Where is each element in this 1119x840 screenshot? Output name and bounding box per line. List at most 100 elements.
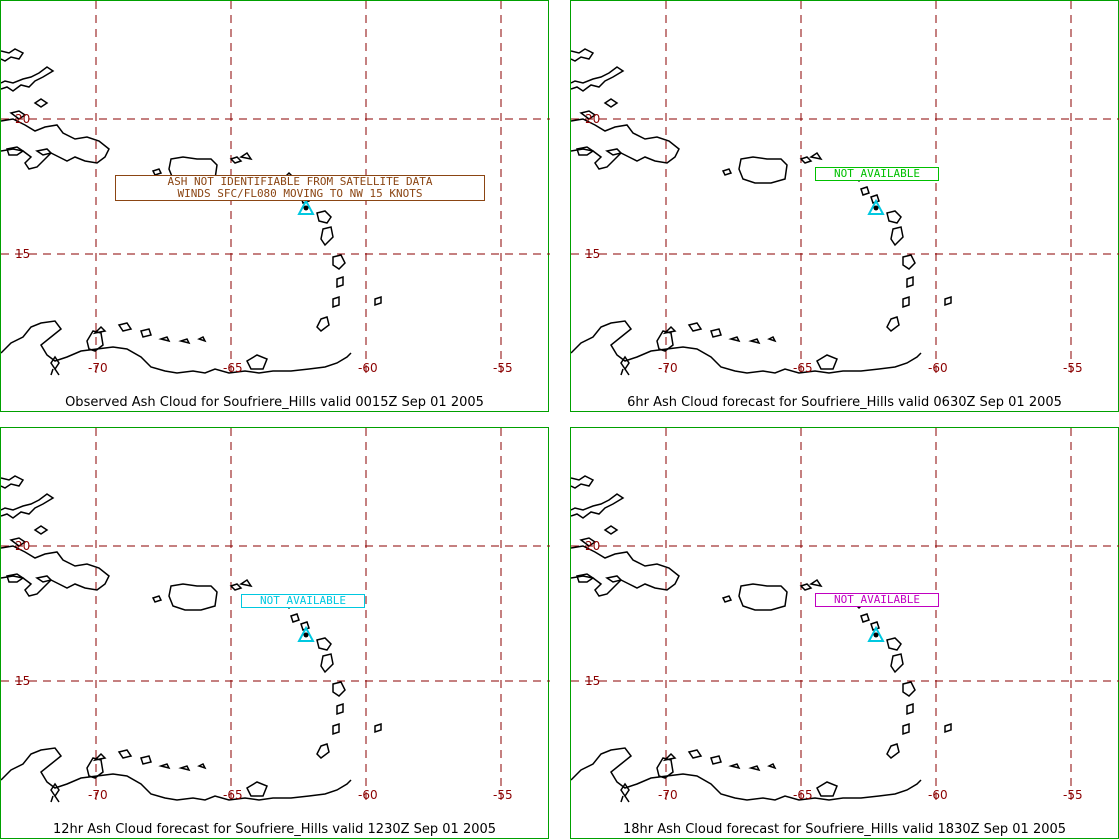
coastline bbox=[576, 573, 595, 583]
longitude-label: -70 bbox=[88, 788, 108, 802]
coastline bbox=[767, 335, 777, 343]
volcano-marker-icon bbox=[867, 198, 885, 215]
coastline bbox=[320, 226, 334, 247]
ash-advisory-note-line: NOT AVAILABLE bbox=[833, 167, 921, 180]
latitude-label: 20 bbox=[585, 112, 600, 126]
volcano-location-dot bbox=[873, 205, 879, 211]
coastline bbox=[374, 295, 382, 307]
latitude-label: 20 bbox=[15, 112, 30, 126]
coastline bbox=[748, 338, 761, 345]
coastline bbox=[151, 595, 163, 603]
volcano-location-dot bbox=[873, 632, 879, 638]
coastline bbox=[603, 98, 619, 108]
coastline bbox=[870, 621, 880, 631]
coastline bbox=[944, 295, 952, 307]
coastline bbox=[50, 355, 60, 371]
map-canvas: 20 15 -70 -65 -60 -55 bbox=[571, 1, 1119, 377]
coastline bbox=[579, 537, 597, 547]
map-canvas: 20 15 -70 -65 -60 -55 bbox=[1, 1, 550, 377]
latitude-label: 20 bbox=[585, 539, 600, 553]
coastline bbox=[178, 765, 191, 772]
coastline bbox=[620, 368, 630, 376]
coastline bbox=[738, 583, 788, 611]
longitude-label: -70 bbox=[88, 361, 108, 375]
coastline bbox=[9, 110, 27, 120]
coastline bbox=[239, 151, 253, 161]
coastline bbox=[571, 747, 922, 801]
longitude-label: -60 bbox=[928, 788, 948, 802]
coastline bbox=[320, 653, 334, 674]
coastline bbox=[316, 210, 332, 224]
coastline bbox=[168, 583, 218, 611]
coastline bbox=[1, 320, 352, 374]
coastline bbox=[816, 354, 838, 370]
coastline bbox=[620, 355, 630, 371]
coastline bbox=[576, 146, 595, 156]
coastline bbox=[799, 156, 813, 164]
panel-caption: 18hr Ash Cloud forecast for Soufriere_Hi… bbox=[622, 822, 1067, 837]
coastline bbox=[140, 755, 152, 765]
coastline bbox=[728, 763, 741, 770]
map-canvas: 20 15 -70 -65 -60 -55 bbox=[571, 428, 1119, 804]
ash-advisory-note: NOT AVAILABLE bbox=[815, 167, 939, 181]
coastline bbox=[1, 493, 55, 519]
volcano-marker-icon bbox=[297, 625, 315, 642]
latitude-label: 20 bbox=[15, 539, 30, 553]
coastline bbox=[239, 578, 253, 588]
panel-caption: 6hr Ash Cloud forecast for Soufriere_Hil… bbox=[627, 395, 1062, 410]
map-panel-18hr: 20 15 -70 -65 -60 -55 NOT AVAILABLE 18hr Ash Cl… bbox=[570, 427, 1119, 839]
coastline bbox=[316, 316, 330, 332]
coastline bbox=[6, 573, 25, 583]
coastline bbox=[92, 325, 107, 335]
coastline bbox=[1, 66, 55, 92]
coastline bbox=[374, 722, 382, 734]
coastline bbox=[229, 583, 243, 591]
coastline bbox=[767, 762, 777, 770]
coastline bbox=[902, 681, 916, 697]
coastline bbox=[748, 765, 761, 772]
coastline bbox=[721, 168, 733, 176]
coastline bbox=[799, 583, 813, 591]
coastline bbox=[336, 275, 344, 289]
coastline bbox=[860, 186, 870, 196]
panel-caption: Observed Ash Cloud for Soufriere_Hills v… bbox=[65, 395, 484, 410]
longitude-label: -60 bbox=[928, 361, 948, 375]
coastline bbox=[35, 575, 53, 583]
coastline bbox=[710, 328, 722, 338]
coastline bbox=[50, 782, 60, 798]
coastline bbox=[1, 118, 110, 170]
coastline bbox=[229, 156, 243, 164]
coastline bbox=[906, 702, 914, 716]
coastline bbox=[738, 156, 788, 184]
coastline bbox=[656, 757, 674, 779]
volcano-location-dot bbox=[303, 205, 309, 211]
coastline bbox=[151, 168, 163, 176]
coastline bbox=[728, 336, 741, 343]
coastline bbox=[332, 722, 340, 736]
volcano-location-dot bbox=[303, 632, 309, 638]
coastline bbox=[197, 762, 207, 770]
longitude-label: -55 bbox=[493, 788, 513, 802]
coastline bbox=[886, 637, 902, 651]
ash-advisory-note-line: ASH NOT IDENTIFIABLE FROM SATELLITE DATA bbox=[167, 175, 433, 188]
coastline bbox=[603, 525, 619, 535]
coastline bbox=[50, 368, 60, 376]
coastline bbox=[140, 328, 152, 338]
longitude-label: -60 bbox=[358, 361, 378, 375]
coastline bbox=[886, 210, 902, 224]
longitude-label: -65 bbox=[793, 361, 813, 375]
volcano-marker-icon bbox=[867, 625, 885, 642]
coastline bbox=[332, 681, 346, 697]
coastline bbox=[571, 48, 595, 62]
ash-advisory-note: NOT AVAILABLE bbox=[241, 594, 365, 608]
coastline bbox=[9, 537, 27, 547]
coastline bbox=[902, 254, 916, 270]
map-panel-observed: 20 15 -70 -65 -60 -55 ASH NOT IDENTIFIABLE FRO… bbox=[0, 0, 550, 412]
coastline bbox=[158, 763, 171, 770]
coastline bbox=[721, 595, 733, 603]
coastline bbox=[1, 475, 25, 489]
latitude-label: 15 bbox=[15, 674, 30, 688]
coastline bbox=[290, 613, 300, 623]
coastline bbox=[944, 722, 952, 734]
coastline bbox=[246, 781, 268, 797]
